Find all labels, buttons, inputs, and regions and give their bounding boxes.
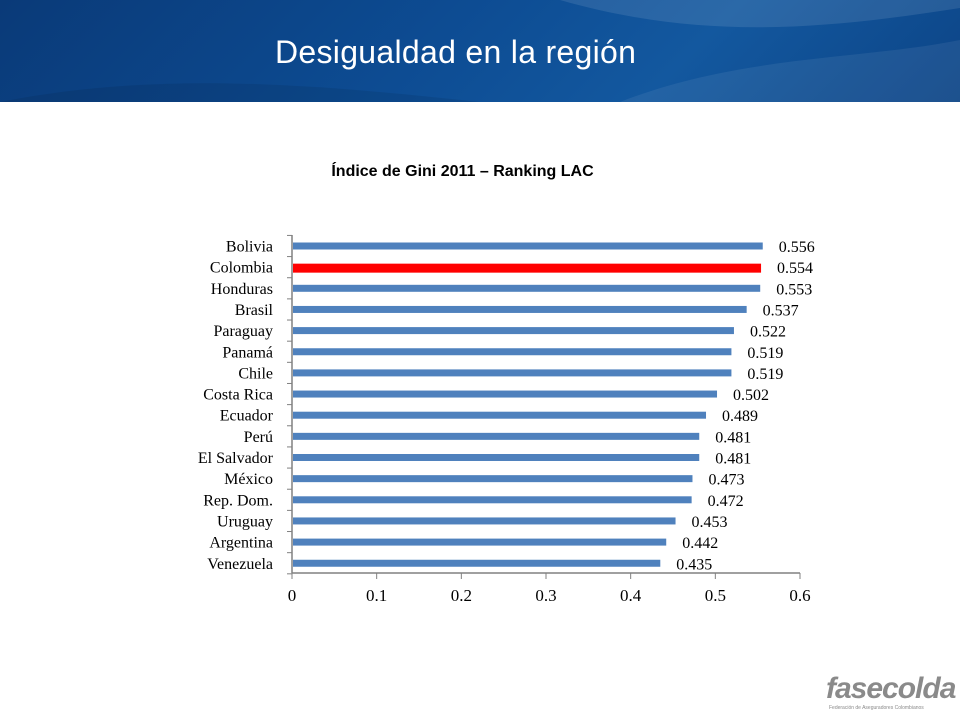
x-tick-label: 0.1 <box>366 586 387 605</box>
category-label: El Salvador <box>198 450 274 467</box>
category-label: Perú <box>244 429 273 446</box>
page-title: Desigualdad en la región <box>275 34 637 70</box>
x-tick-label: 0.6 <box>789 586 810 605</box>
x-tick-label: 0.5 <box>705 586 726 605</box>
category-label: Brasil <box>235 302 274 319</box>
category-label: Paraguay <box>213 323 273 340</box>
category-label: Honduras <box>211 281 273 298</box>
x-tick-label: 0 <box>288 586 297 605</box>
chart-title: Índice de Gini 2011 – Ranking LAC <box>331 163 594 180</box>
logo-brand-text: fasecolda <box>826 672 956 705</box>
bar-ecuador <box>293 411 707 419</box>
value-label: 0.554 <box>777 260 813 277</box>
value-label: 0.537 <box>763 302 799 319</box>
value-label: 0.435 <box>676 556 712 573</box>
value-label: 0.481 <box>715 429 751 446</box>
header-swoosh-decoration <box>0 0 960 102</box>
value-label: 0.481 <box>715 451 751 468</box>
category-label: Argentina <box>209 535 273 552</box>
category-label: Venezuela <box>207 556 273 573</box>
category-label: Panamá <box>222 344 273 361</box>
value-label: 0.522 <box>750 324 786 341</box>
bar-paraguay <box>293 327 734 335</box>
category-label: Rep. Dom. <box>203 492 273 509</box>
value-label: 0.442 <box>682 535 718 552</box>
x-tick-label: 0.4 <box>620 586 642 605</box>
bar-bolivia <box>293 242 763 250</box>
bar-uruguay <box>293 517 676 525</box>
value-label: 0.519 <box>747 366 783 383</box>
category-label: Uruguay <box>217 513 273 530</box>
category-label: Bolivia <box>226 239 273 256</box>
x-tick-label: 0.2 <box>451 586 472 605</box>
gini-bar-chart: 0 0.1 0.2 0.3 0.4 0.5 0.6 Bolivia 0.556 Colombia 0… <box>198 234 815 605</box>
bar-colombia <box>293 263 762 273</box>
x-tick-label: 0.3 <box>535 586 556 605</box>
bar-panam- <box>293 348 732 356</box>
category-label: México <box>224 471 273 488</box>
value-label: 0.519 <box>747 345 783 362</box>
value-label: 0.556 <box>779 239 815 256</box>
bar-costa-rica <box>293 390 718 398</box>
category-label: Chile <box>238 365 273 382</box>
logo-subtitle: Federación de Aseguradores Colombianos <box>829 705 924 711</box>
value-label: 0.489 <box>722 408 758 425</box>
category-label: Ecuador <box>220 408 274 425</box>
header-banner: Desigualdad en la región <box>0 0 960 102</box>
bar-rep-dom- <box>293 496 692 504</box>
category-label: Costa Rica <box>203 387 273 404</box>
value-label: 0.453 <box>692 514 728 531</box>
bar-m-xico <box>293 475 693 483</box>
bar-venezuela <box>293 559 661 567</box>
bar-argentina <box>293 538 667 546</box>
value-label: 0.473 <box>708 472 744 489</box>
bar-el-salvador <box>293 454 700 461</box>
bar-brasil <box>293 305 747 313</box>
value-label: 0.472 <box>708 493 744 510</box>
bar-chile <box>293 369 732 377</box>
bar-per- <box>293 432 700 440</box>
bar-honduras <box>293 284 761 292</box>
category-label: Colombia <box>210 260 273 277</box>
fasecolda-logo: fasecolda Federación de Aseguradores Col… <box>826 672 956 712</box>
value-label: 0.502 <box>733 387 769 404</box>
value-label: 0.553 <box>776 281 812 298</box>
